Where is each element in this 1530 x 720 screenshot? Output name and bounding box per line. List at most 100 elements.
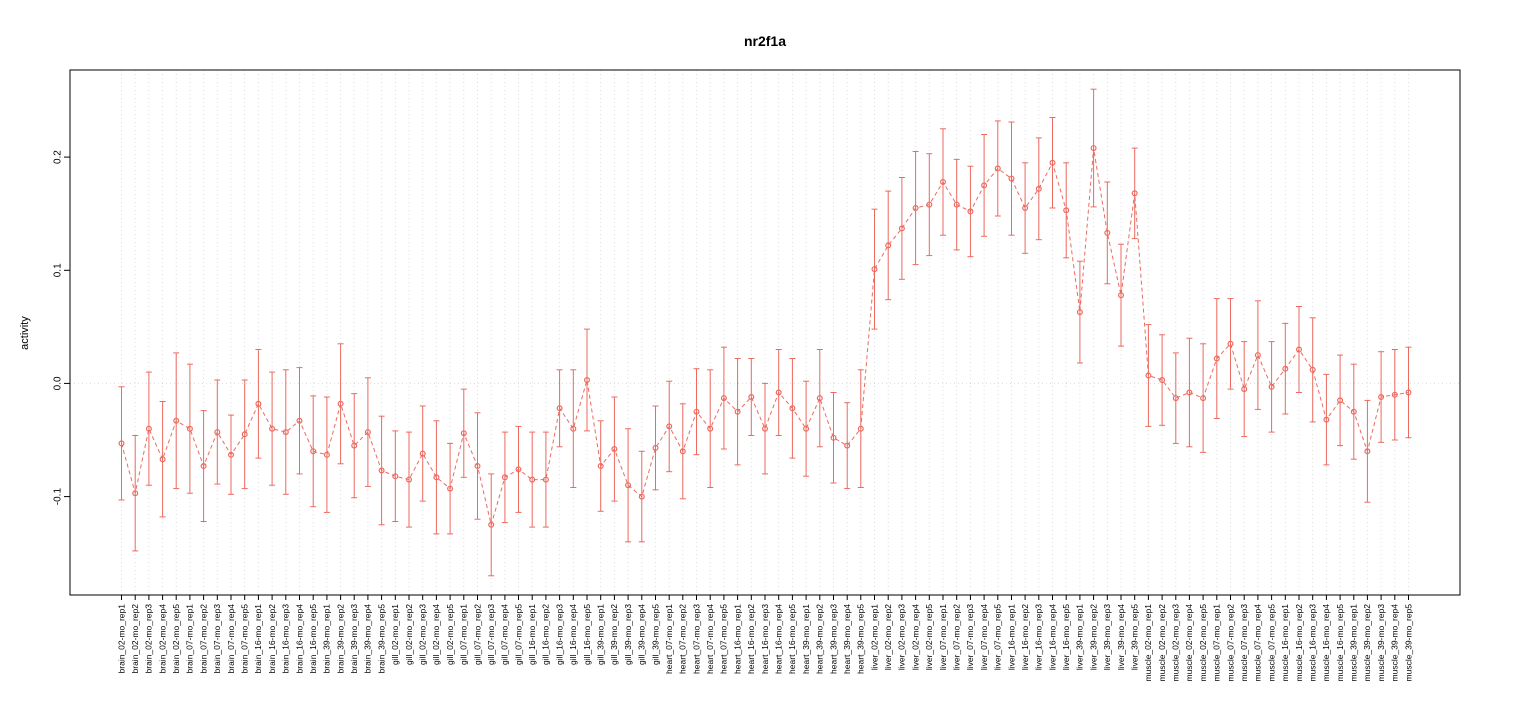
x-tick-label: liver_02-mo_rep4	[910, 604, 920, 670]
x-tick-label: muscle_16-mo_rep5	[1335, 604, 1345, 682]
x-tick-label: liver_02-mo_rep3	[897, 604, 907, 670]
x-tick-label: heart_07-mo_rep1	[664, 604, 674, 674]
x-tick-label: muscle_16-mo_rep1	[1280, 604, 1290, 682]
error-bar	[159, 401, 166, 518]
x-tick-label: liver_02-mo_rep5	[924, 604, 934, 670]
x-tick-label: gill_02-mo_rep1	[390, 604, 400, 665]
error-bar	[871, 208, 878, 330]
x-tick-label: muscle_39-mo_rep1	[1349, 604, 1359, 682]
data-point	[830, 434, 837, 441]
data-point	[638, 493, 645, 500]
y-tick-label: 0.0	[52, 376, 63, 390]
error-bar	[1145, 324, 1152, 427]
data-point	[1241, 386, 1248, 393]
data-point	[748, 394, 755, 401]
data-point	[529, 476, 536, 483]
data-point	[1090, 145, 1097, 152]
data-point	[132, 490, 139, 497]
data-point	[570, 425, 577, 432]
x-tick-label: gill_02-mo_rep2	[404, 604, 414, 665]
x-tick-label: heart_39-mo_rep1	[801, 604, 811, 674]
x-tick-label: heart_16-mo_rep2	[746, 604, 756, 674]
x-tick-label: brain_07-mo_rep4	[226, 604, 236, 674]
data-point	[1186, 389, 1193, 396]
x-tick-label: gill_16-mo_rep1	[527, 604, 537, 665]
data-point	[228, 451, 235, 458]
error-bar	[816, 349, 823, 448]
x-tick-label: muscle_02-mo_rep5	[1198, 604, 1208, 682]
x-tick-label: gill_07-mo_rep1	[459, 604, 469, 665]
x-tick-label: muscle_07-mo_rep4	[1253, 604, 1263, 682]
x-tick-label: muscle_07-mo_rep3	[1239, 604, 1249, 682]
error-bar	[1337, 354, 1344, 447]
data-point	[775, 389, 782, 396]
x-tick-label: liver_07-mo_rep3	[965, 604, 975, 670]
error-bar	[1227, 298, 1234, 390]
error-bar	[885, 190, 892, 301]
x-tick-label: heart_16-mo_rep1	[732, 604, 742, 674]
data-point	[789, 405, 796, 412]
x-tick-label: brain_02-mo_rep3	[144, 604, 154, 674]
data-point	[255, 400, 262, 407]
data-point	[310, 448, 317, 455]
data-point	[926, 201, 933, 208]
x-tick-label: brain_02-mo_rep5	[171, 604, 181, 674]
data-point	[501, 474, 508, 481]
error-bar	[145, 371, 152, 486]
error-bar	[748, 358, 755, 436]
data-point	[214, 429, 221, 436]
data-point	[666, 423, 673, 430]
x-tick-label: gill_16-mo_rep2	[541, 604, 551, 665]
x-tick-label: gill_16-mo_rep3	[554, 604, 564, 665]
x-tick-label: muscle_02-mo_rep4	[1184, 604, 1194, 682]
x-tick-label: liver_02-mo_rep2	[883, 604, 893, 670]
error-bar	[1076, 260, 1083, 364]
data-point	[1254, 352, 1261, 359]
data-point	[556, 405, 563, 412]
data-point	[296, 417, 303, 424]
error-bar	[625, 428, 632, 543]
x-tick-label: muscle_39-mo_rep5	[1403, 604, 1413, 682]
data-point	[1323, 416, 1330, 423]
error-bar	[1035, 137, 1042, 241]
error-bar	[1405, 346, 1412, 439]
error-bar	[542, 431, 549, 528]
x-tick-label: gill_39-mo_rep4	[637, 604, 647, 665]
data-point	[269, 425, 276, 432]
data-point	[994, 165, 1001, 172]
x-tick-label: liver_39-mo_rep3	[1102, 604, 1112, 670]
data-point	[816, 395, 823, 402]
y-axis-label: activity	[19, 316, 31, 350]
data-point	[857, 425, 864, 432]
x-tick-label: liver_16-mo_rep3	[1034, 604, 1044, 670]
data-point	[282, 429, 289, 436]
data-point	[364, 429, 371, 436]
data-point	[583, 377, 590, 384]
x-tick-label: muscle_07-mo_rep2	[1225, 604, 1235, 682]
y-tick-label: 0.2	[52, 150, 63, 164]
x-tick-label: gill_02-mo_rep4	[431, 604, 441, 665]
data-point	[912, 205, 919, 212]
x-tick-label: brain_16-mo_rep3	[281, 604, 291, 674]
x-tick-label: brain_07-mo_rep1	[185, 604, 195, 674]
data-point	[761, 425, 768, 432]
x-tick-label: brain_16-mo_rep4	[294, 604, 304, 674]
y-tick-label: -0.1	[52, 488, 63, 506]
data-point	[392, 473, 399, 480]
x-tick-label: heart_07-mo_rep4	[705, 604, 715, 674]
x-tick-label: brain_39-mo_rep5	[376, 604, 386, 674]
data-point	[337, 400, 344, 407]
error-bar	[584, 328, 590, 432]
data-point	[488, 521, 495, 528]
x-tick-label: liver_16-mo_rep5	[1061, 604, 1071, 670]
x-tick-label: muscle_02-mo_rep3	[1171, 604, 1181, 682]
error-bar	[844, 402, 851, 490]
data-point	[241, 431, 248, 438]
data-point	[1391, 391, 1398, 398]
x-tick-label: liver_16-mo_rep4	[1047, 604, 1057, 670]
error-bar	[433, 420, 440, 535]
x-tick-label: muscle_16-mo_rep4	[1321, 604, 1331, 682]
x-tick-label: gill_07-mo_rep3	[486, 604, 496, 665]
x-tick-label: gill_07-mo_rep5	[513, 604, 523, 665]
